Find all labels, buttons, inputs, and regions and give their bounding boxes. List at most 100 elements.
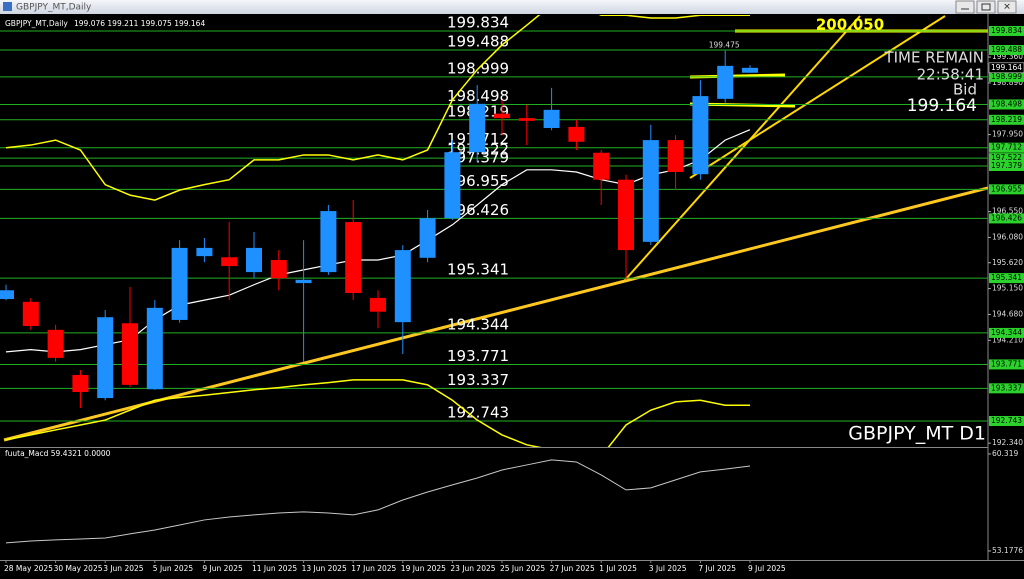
level-price-box [989,383,1024,394]
level-price-box [989,45,1024,56]
y-tick-label: 194.210 [992,335,1023,344]
candle-body [593,152,610,180]
y-tick-label: 196.550 [992,207,1023,216]
candle-body [543,109,560,128]
level-price-box [989,153,1024,164]
bid-value: 199.164 [907,96,977,116]
bid-label: Bid [953,81,977,99]
minimize-button[interactable] [955,0,975,14]
level-label: 196.426 [447,201,509,219]
level-price-label: 199.488 [991,45,1022,54]
indicator-line [5,379,750,447]
symbol-watermark: GBPJPY_MT D1 [848,423,986,445]
date-label: 27 Jun 2025 [550,564,595,573]
candle-body [97,317,114,399]
level-price-box [989,415,1024,426]
date-label: 9 Jun 2025 [202,564,243,573]
level-price-box [989,184,1024,195]
level-label: 197.379 [447,149,509,167]
level-label: 193.337 [447,371,509,389]
level-price-box [989,99,1024,110]
level-price-box [989,273,1024,284]
candle-body [345,222,362,293]
level-price-label: 199.834 [991,26,1022,35]
time-remain-label: TIME REMAIN [883,49,984,67]
level-label: 192.743 [447,403,509,421]
level-price-label: 194.344 [991,328,1022,337]
bid-price-label: 199.164 [991,63,1022,72]
y-tick-label: 192.340 [992,438,1023,447]
date-label: 25 Jun 2025 [500,564,545,573]
level-price-label: 196.426 [991,213,1022,222]
restore-glyph [981,3,991,11]
candle-body [742,67,758,73]
time-remain-value: 22:58:41 [917,66,984,84]
level-label: 199.488 [447,33,509,51]
candle-body [72,374,89,392]
y-tick-label: 53.1776 [992,546,1023,555]
close-glyph: ✕ [1003,3,1011,13]
candle-body [444,152,461,219]
candle-body [494,113,510,119]
level-label: 195.341 [447,261,509,279]
window-controls[interactable]: ✕ [955,0,1017,14]
date-label: 17 Jun 2025 [351,564,396,573]
y-tick-label: 60.319 [992,449,1018,458]
high-label: 199.475 [709,41,740,50]
candle-body [394,250,411,323]
bid-box [988,62,1024,74]
target-label: 200.050 [816,16,884,34]
close-button[interactable] [997,0,1017,14]
candle-body [568,126,585,142]
y-tick-label: 197.950 [992,130,1023,139]
y-tick-label: 195.150 [992,284,1023,293]
y-tick-label: 194.680 [992,309,1023,318]
window-icon [3,2,12,11]
date-label: 13 Jun 2025 [302,564,347,573]
level-price-box [989,71,1024,82]
level-price-label: 198.219 [991,115,1022,124]
y-tick-label: 196.080 [992,232,1023,241]
macd-panel [5,459,751,544]
candle-body [518,118,535,121]
level-label: 198.498 [447,87,509,105]
date-label: 9 Jul 2025 [748,564,786,573]
level-label: 199.834 [447,13,509,31]
candle-body [667,140,684,172]
candle-body [246,247,262,273]
date-label: 5 Jun 2025 [153,564,194,573]
level-price-label: 195.341 [991,273,1022,282]
indicator-line [5,15,750,201]
candle-body [642,140,659,242]
level-price-label: 193.337 [991,383,1022,392]
restore-button[interactable] [976,0,996,14]
candle-body [295,279,312,284]
level-price-label: 193.771 [991,359,1022,368]
main-panel: 199.834199.488198.999198.498198.219197.7… [0,13,988,447]
candle-body [320,211,337,273]
macd-line [5,459,751,544]
candle-body [370,297,386,312]
date-label: 30 May 2025 [54,564,103,573]
date-label: 3 Jun 2025 [103,564,144,573]
y-tick-label: 198.890 [992,78,1023,87]
date-label: 7 Jul 2025 [698,564,736,573]
candle-body [692,96,709,175]
candle-body [196,247,213,257]
level-label: 193.771 [447,347,509,365]
level-price-box [989,25,1024,36]
overlay: 28 May 2025 30 May 2025 3 Jun 2025 5 Jun 20… [4,16,1024,573]
date-label: 23 Jun 2025 [450,564,495,573]
date-label: 3 Jul 2025 [649,564,687,573]
level-price-box [989,327,1024,338]
candle-body [122,323,138,385]
candle-body [469,103,486,153]
level-price-label: 197.522 [991,153,1022,162]
candle-body [221,257,238,267]
candle-body [146,307,163,390]
title-bar [0,0,1024,14]
candle-body [0,290,14,300]
y-tick-label: 199.360 [992,52,1023,61]
level-price-label: 197.379 [991,161,1022,170]
